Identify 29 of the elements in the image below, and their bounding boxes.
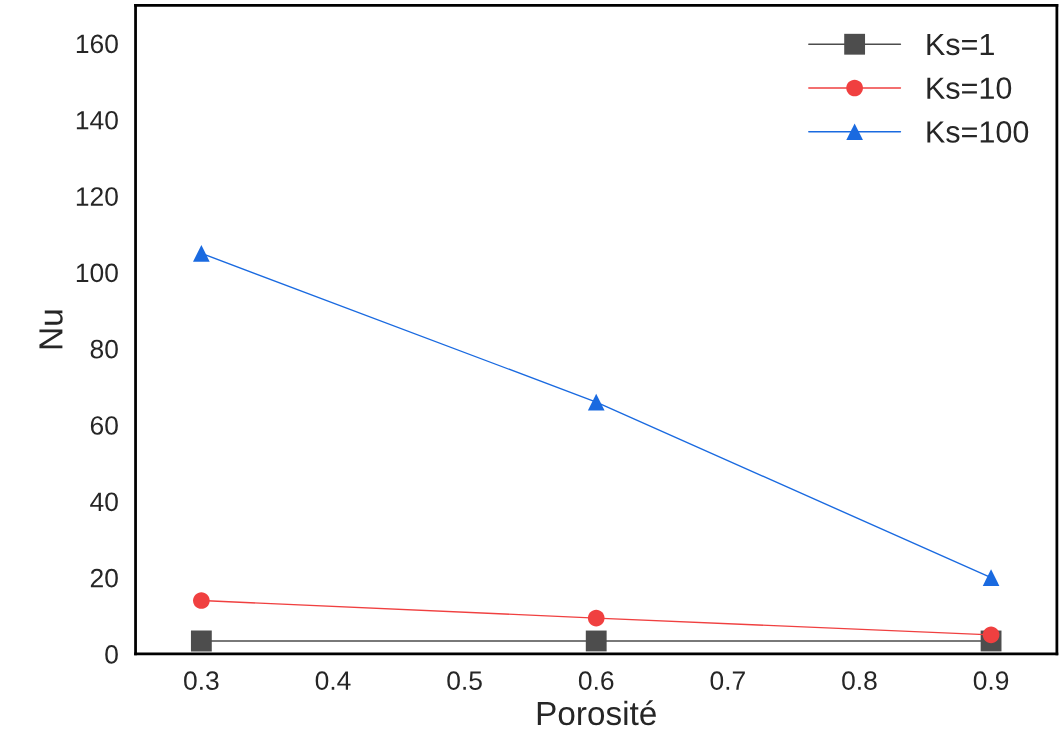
point	[190, 630, 212, 652]
point	[587, 393, 605, 411]
legend-label: Ks=10	[927, 77, 1012, 99]
point	[982, 626, 1000, 644]
point	[193, 592, 210, 609]
x-tick-label: 0.8	[842, 671, 877, 690]
y-axis-title: Nu	[39, 310, 63, 349]
y-tick-label: 80	[90, 339, 118, 359]
y-tick-label: 160	[76, 34, 118, 54]
x-tick-label: 0.5	[447, 671, 482, 690]
point	[587, 609, 605, 627]
y-tick-label: 120	[76, 187, 118, 206]
y-tick-label: 140	[76, 110, 118, 130]
y-tick-label: 60	[90, 416, 118, 435]
point	[585, 630, 607, 652]
x-axis-title: Porosité	[537, 700, 656, 726]
point	[193, 244, 210, 262]
y-tick-label: 100	[76, 263, 118, 283]
y-tick-label: 20	[90, 568, 118, 588]
y-tick-label: 40	[90, 492, 118, 512]
x-tick-label: 0.7	[710, 671, 745, 690]
legend-label: Ks=1	[927, 33, 994, 56]
x-tick-label: 0.3	[184, 671, 219, 690]
x-tick-label: 0.9	[973, 671, 1009, 690]
y-tick-label: 0	[105, 645, 118, 664]
point	[982, 569, 1000, 586]
x-tick-label: 0.6	[578, 671, 614, 690]
legend-label: Ks=100	[927, 121, 1029, 143]
x-tick-label: 0.4	[315, 671, 351, 690]
